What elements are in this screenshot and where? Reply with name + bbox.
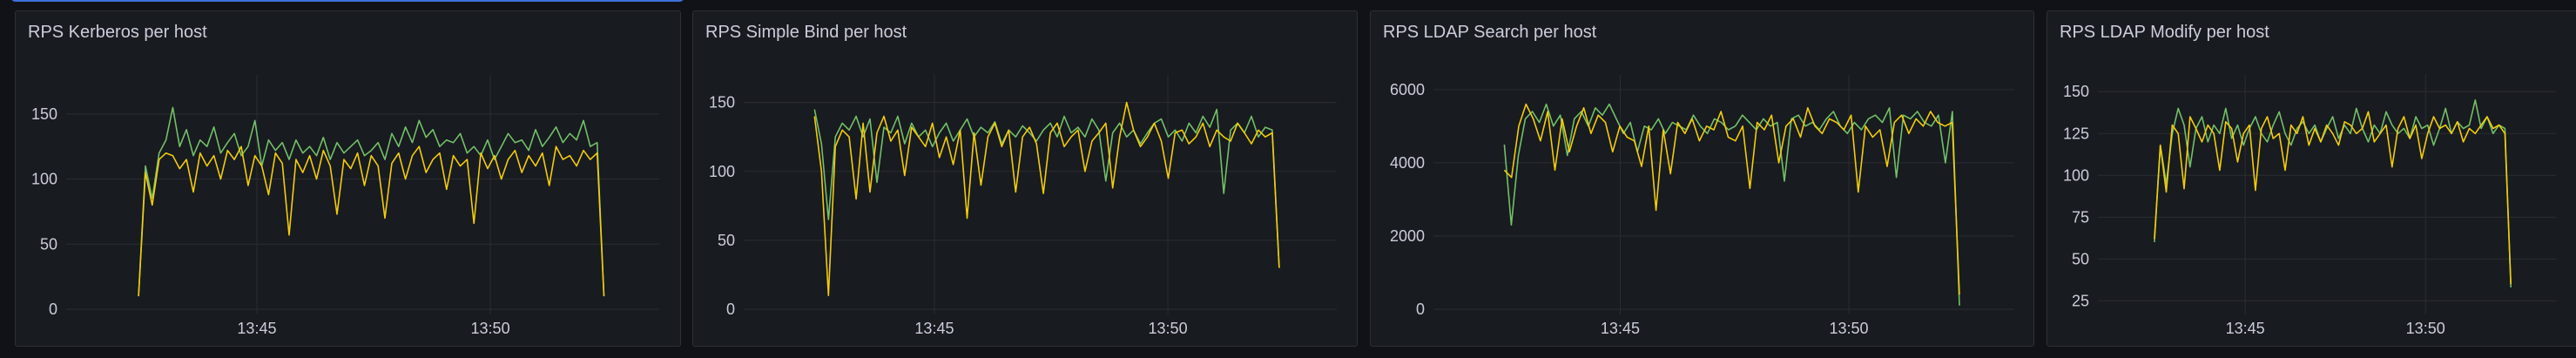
y-tick-label: 125 (2063, 125, 2089, 142)
series-line-green (1503, 103, 1960, 306)
time-series-chart: 0 50 100 150 13:45 13:50 (31, 75, 659, 337)
panel-rps-ldap-modify[interactable]: RPS LDAP Modify per host 25 50 75 100 125 150… (2047, 10, 2576, 347)
y-tick-label: 150 (31, 105, 57, 123)
panel-title[interactable]: RPS LDAP Search per host (1383, 23, 1597, 42)
x-tick-label: 13:45 (2226, 320, 2265, 337)
time-series-chart: 0 50 100 150 13:45 13:50 (709, 75, 1337, 337)
y-tick-label: 4000 (1390, 154, 1425, 172)
panel-rps-simple-bind[interactable]: RPS Simple Bind per host 0 50 100 150 13:45 1… (692, 10, 1358, 347)
y-tick-label: 150 (709, 94, 735, 111)
series-line-yellow (813, 101, 1280, 297)
y-tick-label: 100 (2063, 166, 2089, 184)
y-tick-label: 75 (2072, 208, 2089, 226)
y-tick-label: 150 (2063, 83, 2089, 100)
x-tick-label: 13:50 (1149, 320, 1188, 337)
y-tick-label: 0 (49, 301, 57, 318)
y-tick-label: 0 (726, 301, 735, 318)
x-tick-label: 13:50 (471, 320, 510, 337)
x-tick-label: 13:45 (237, 320, 276, 337)
panel-rps-kerberos[interactable]: RPS Kerberos per host 0 50 100 150 13:45 13:5… (15, 10, 681, 347)
selected-panel-outline (10, 0, 684, 2)
y-tick-label: 50 (718, 232, 735, 249)
series-line-yellow (2154, 111, 2512, 285)
series-line-yellow (138, 145, 605, 297)
y-tick-label: 6000 (1390, 81, 1425, 98)
x-tick-label: 13:45 (1601, 320, 1640, 337)
y-tick-label: 50 (40, 235, 57, 253)
y-tick-label: 0 (1416, 301, 1425, 318)
y-tick-label: 2000 (1390, 227, 1425, 245)
x-tick-label: 13:50 (2406, 320, 2445, 337)
series-line-yellow (1503, 103, 1960, 295)
panel-title[interactable]: RPS Kerberos per host (28, 23, 207, 42)
series-line-green (138, 106, 605, 297)
panel-title[interactable]: RPS LDAP Modify per host (2060, 23, 2269, 42)
y-tick-label: 25 (2072, 292, 2089, 309)
x-tick-label: 13:50 (1830, 320, 1869, 337)
time-series-chart: 25 50 75 100 125 150 13:45 13:50 (2063, 75, 2556, 337)
x-tick-label: 13:45 (914, 320, 954, 337)
y-tick-label: 100 (31, 171, 57, 188)
y-tick-label: 50 (2072, 250, 2089, 267)
panel-title[interactable]: RPS Simple Bind per host (705, 23, 907, 42)
time-series-chart: 0 2000 4000 6000 13:45 13:50 (1390, 75, 2014, 337)
y-tick-label: 100 (709, 163, 735, 180)
series-line-green (813, 108, 1280, 268)
panel-rps-ldap-search[interactable]: RPS LDAP Search per host 0 2000 4000 6000 13… (1370, 10, 2034, 347)
